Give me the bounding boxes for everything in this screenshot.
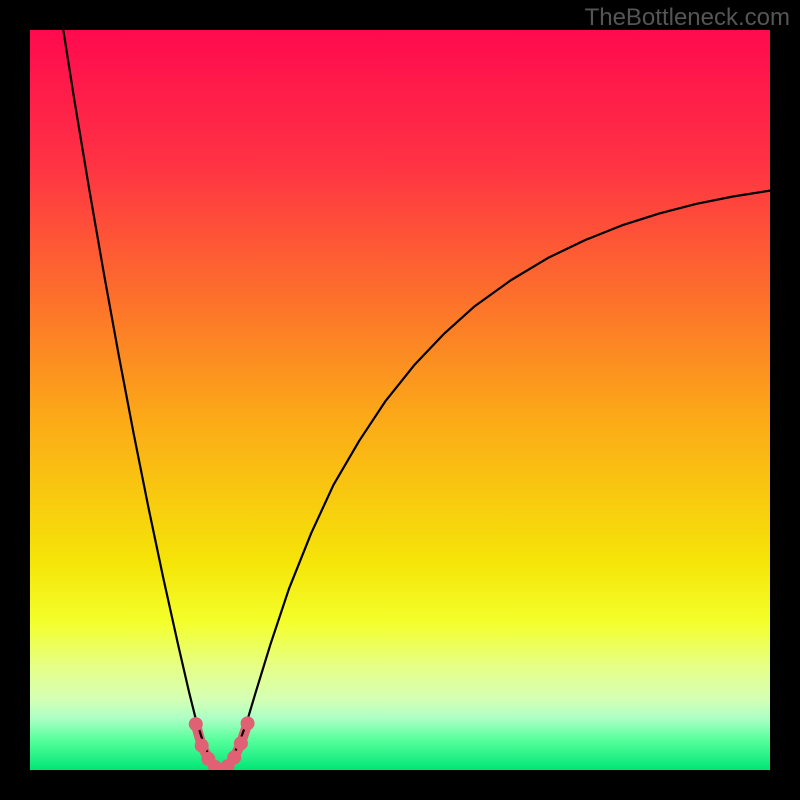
plot-area xyxy=(30,30,770,770)
plot-svg xyxy=(30,30,770,770)
watermark-text: TheBottleneck.com xyxy=(585,4,790,32)
gradient-background xyxy=(30,30,770,770)
marker-point xyxy=(189,717,203,731)
marker-point xyxy=(234,736,248,750)
chart-container: TheBottleneck.com xyxy=(0,0,800,800)
marker-point xyxy=(227,750,241,764)
marker-point xyxy=(241,716,255,730)
marker-point xyxy=(195,739,209,753)
